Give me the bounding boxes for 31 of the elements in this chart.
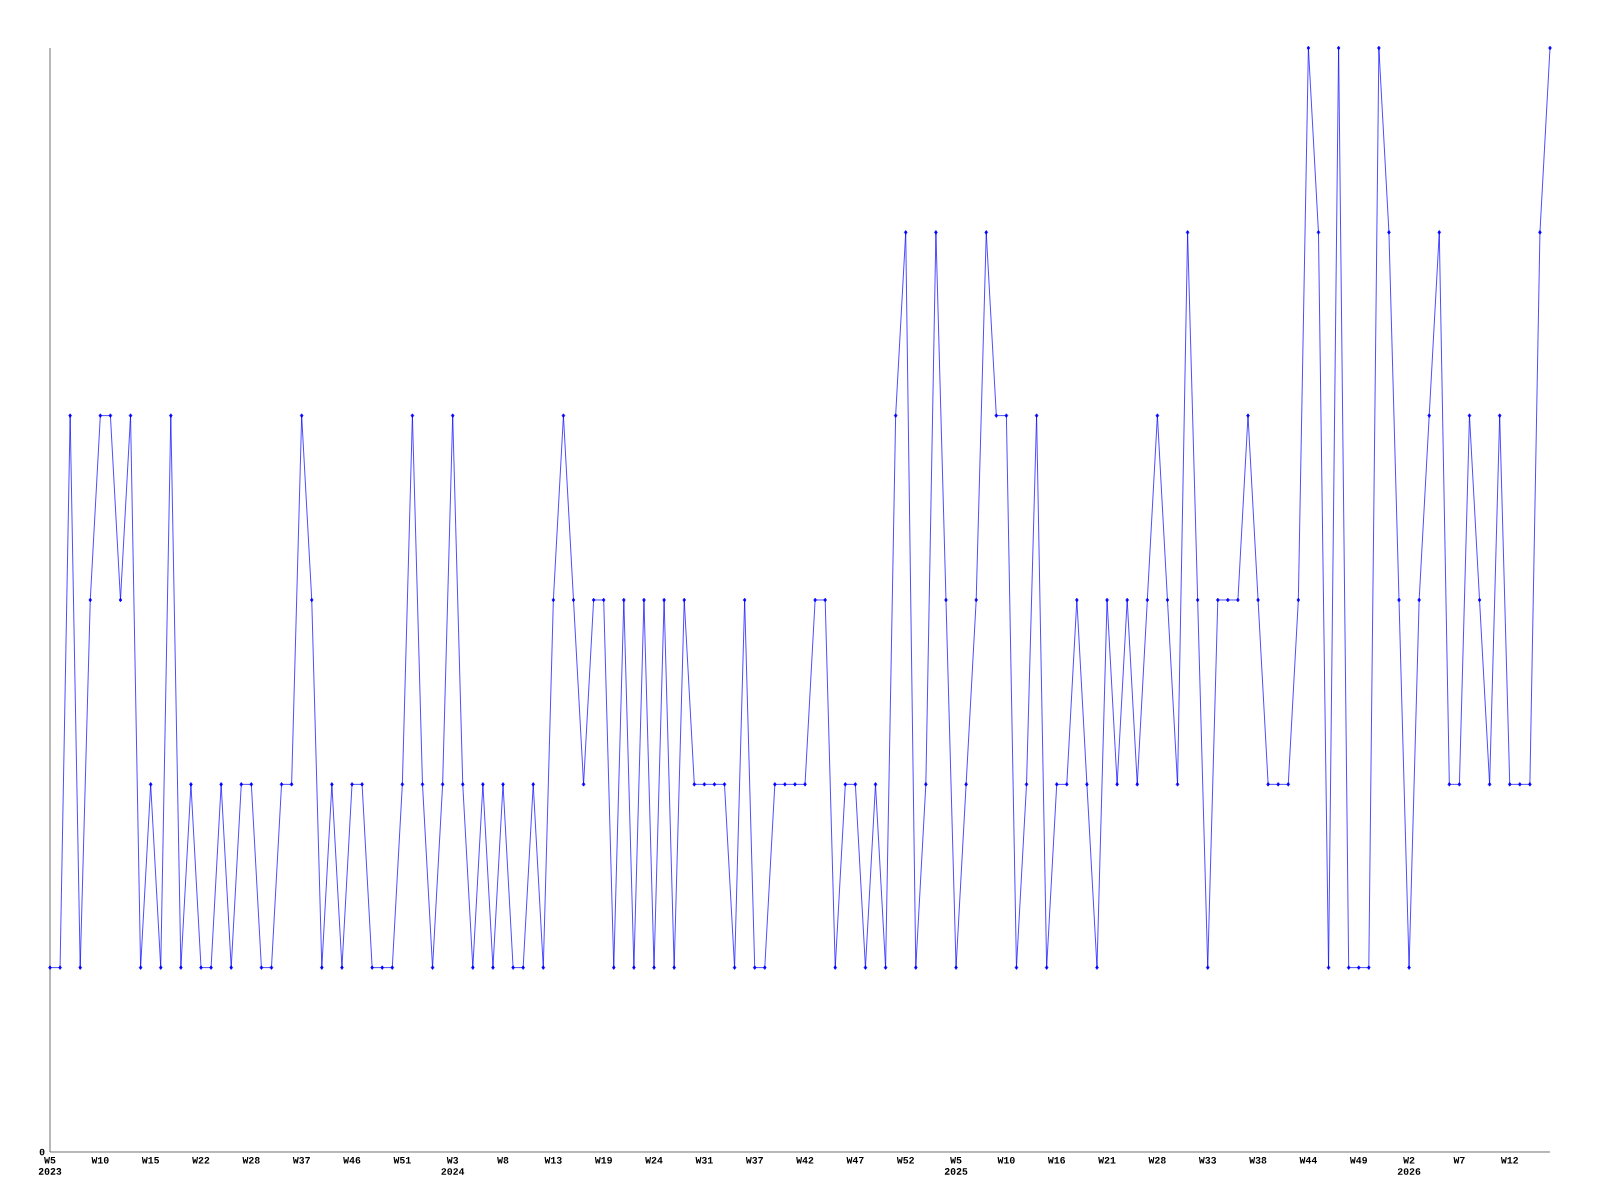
x-tick-label: W19 [594, 1156, 612, 1164]
x-tick-label: W5 2025 [944, 1156, 968, 1175]
x-tick-label: W2 2026 [1397, 1156, 1421, 1175]
x-tick-label: W3 2024 [441, 1156, 465, 1175]
x-tick-label: W15 [141, 1156, 160, 1164]
x-tick-label: W49 [1349, 1156, 1367, 1164]
x-tick-label: W10 [997, 1156, 1015, 1164]
x-tick-label: W37 [745, 1156, 763, 1164]
x-tick-label: W10 [91, 1156, 109, 1164]
x-tick-label: W8 [497, 1156, 509, 1164]
text: 0 [39, 1148, 45, 1156]
x-tick-label: W24 [645, 1156, 663, 1164]
x-tick-label: W44 [1299, 1156, 1317, 1164]
x-tick-label: W52 [896, 1156, 914, 1164]
x-tick-label: W28 [242, 1156, 260, 1164]
x-tick-label: W5 2023 [38, 1156, 62, 1175]
x-tick-label: W31 [695, 1156, 713, 1164]
x-tick-label: W16 [1047, 1156, 1066, 1164]
x-tick-label: W51 [393, 1156, 411, 1164]
x-tick-label: W37 [292, 1156, 310, 1164]
x-tick-label: W12 [1500, 1156, 1519, 1164]
x-tick-label: W13 [544, 1156, 562, 1164]
x-tick-label: W42 [796, 1156, 814, 1164]
x-tick-label: W22 [192, 1156, 210, 1164]
x-tick-label: W47 [846, 1156, 864, 1164]
x-tick-label: W33 [1198, 1156, 1217, 1164]
x-tick-label: W28 [1148, 1156, 1166, 1164]
x-tick-label: W46 [343, 1156, 361, 1164]
x-tick-label: W38 [1249, 1156, 1267, 1164]
x-tick-label: W7 [1453, 1156, 1465, 1164]
x-tick-label: W21 [1098, 1156, 1116, 1164]
